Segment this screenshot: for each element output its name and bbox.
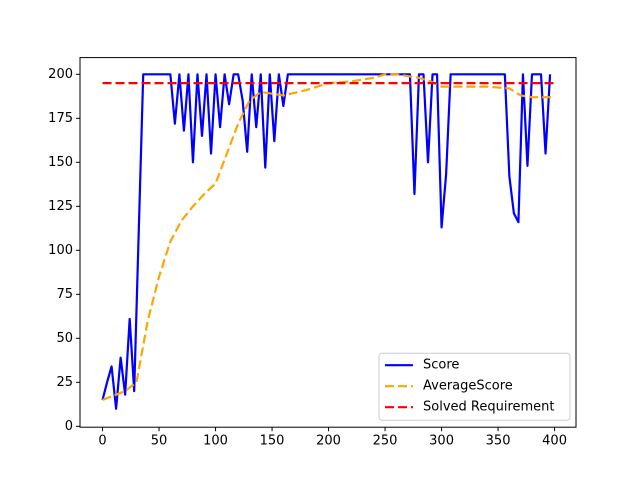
x-tick-label: 250 (373, 434, 398, 449)
y-tick-label: 50 (56, 331, 73, 346)
y-tick-label: 0 (65, 419, 73, 434)
x-tick-label: 50 (151, 434, 168, 449)
series-line (101, 73, 552, 410)
legend-box (378, 352, 571, 421)
y-tick-label: 150 (48, 155, 73, 170)
y-tick-label: 175 (48, 111, 73, 126)
x-tick-label: 100 (203, 434, 228, 449)
x-tick-label: 0 (98, 434, 106, 449)
y-tick-label: 75 (56, 287, 73, 302)
legend-label: AverageScore (423, 379, 513, 394)
legend-label: Solved Requirement (423, 400, 555, 415)
x-tick-label: 350 (486, 434, 511, 449)
y-tick-label: 200 (48, 67, 73, 82)
y-tick-label: 125 (48, 199, 73, 214)
x-tick-label: 400 (542, 434, 567, 449)
x-tick-label: 150 (260, 434, 285, 449)
x-tick-label: 200 (316, 434, 341, 449)
legend-label: Score (423, 358, 459, 373)
x-tick-label: 300 (429, 434, 454, 449)
y-tick-label: 100 (48, 243, 73, 258)
axes-frame (79, 57, 577, 428)
y-tick-label: 25 (56, 375, 73, 390)
series-line (102, 73, 554, 401)
